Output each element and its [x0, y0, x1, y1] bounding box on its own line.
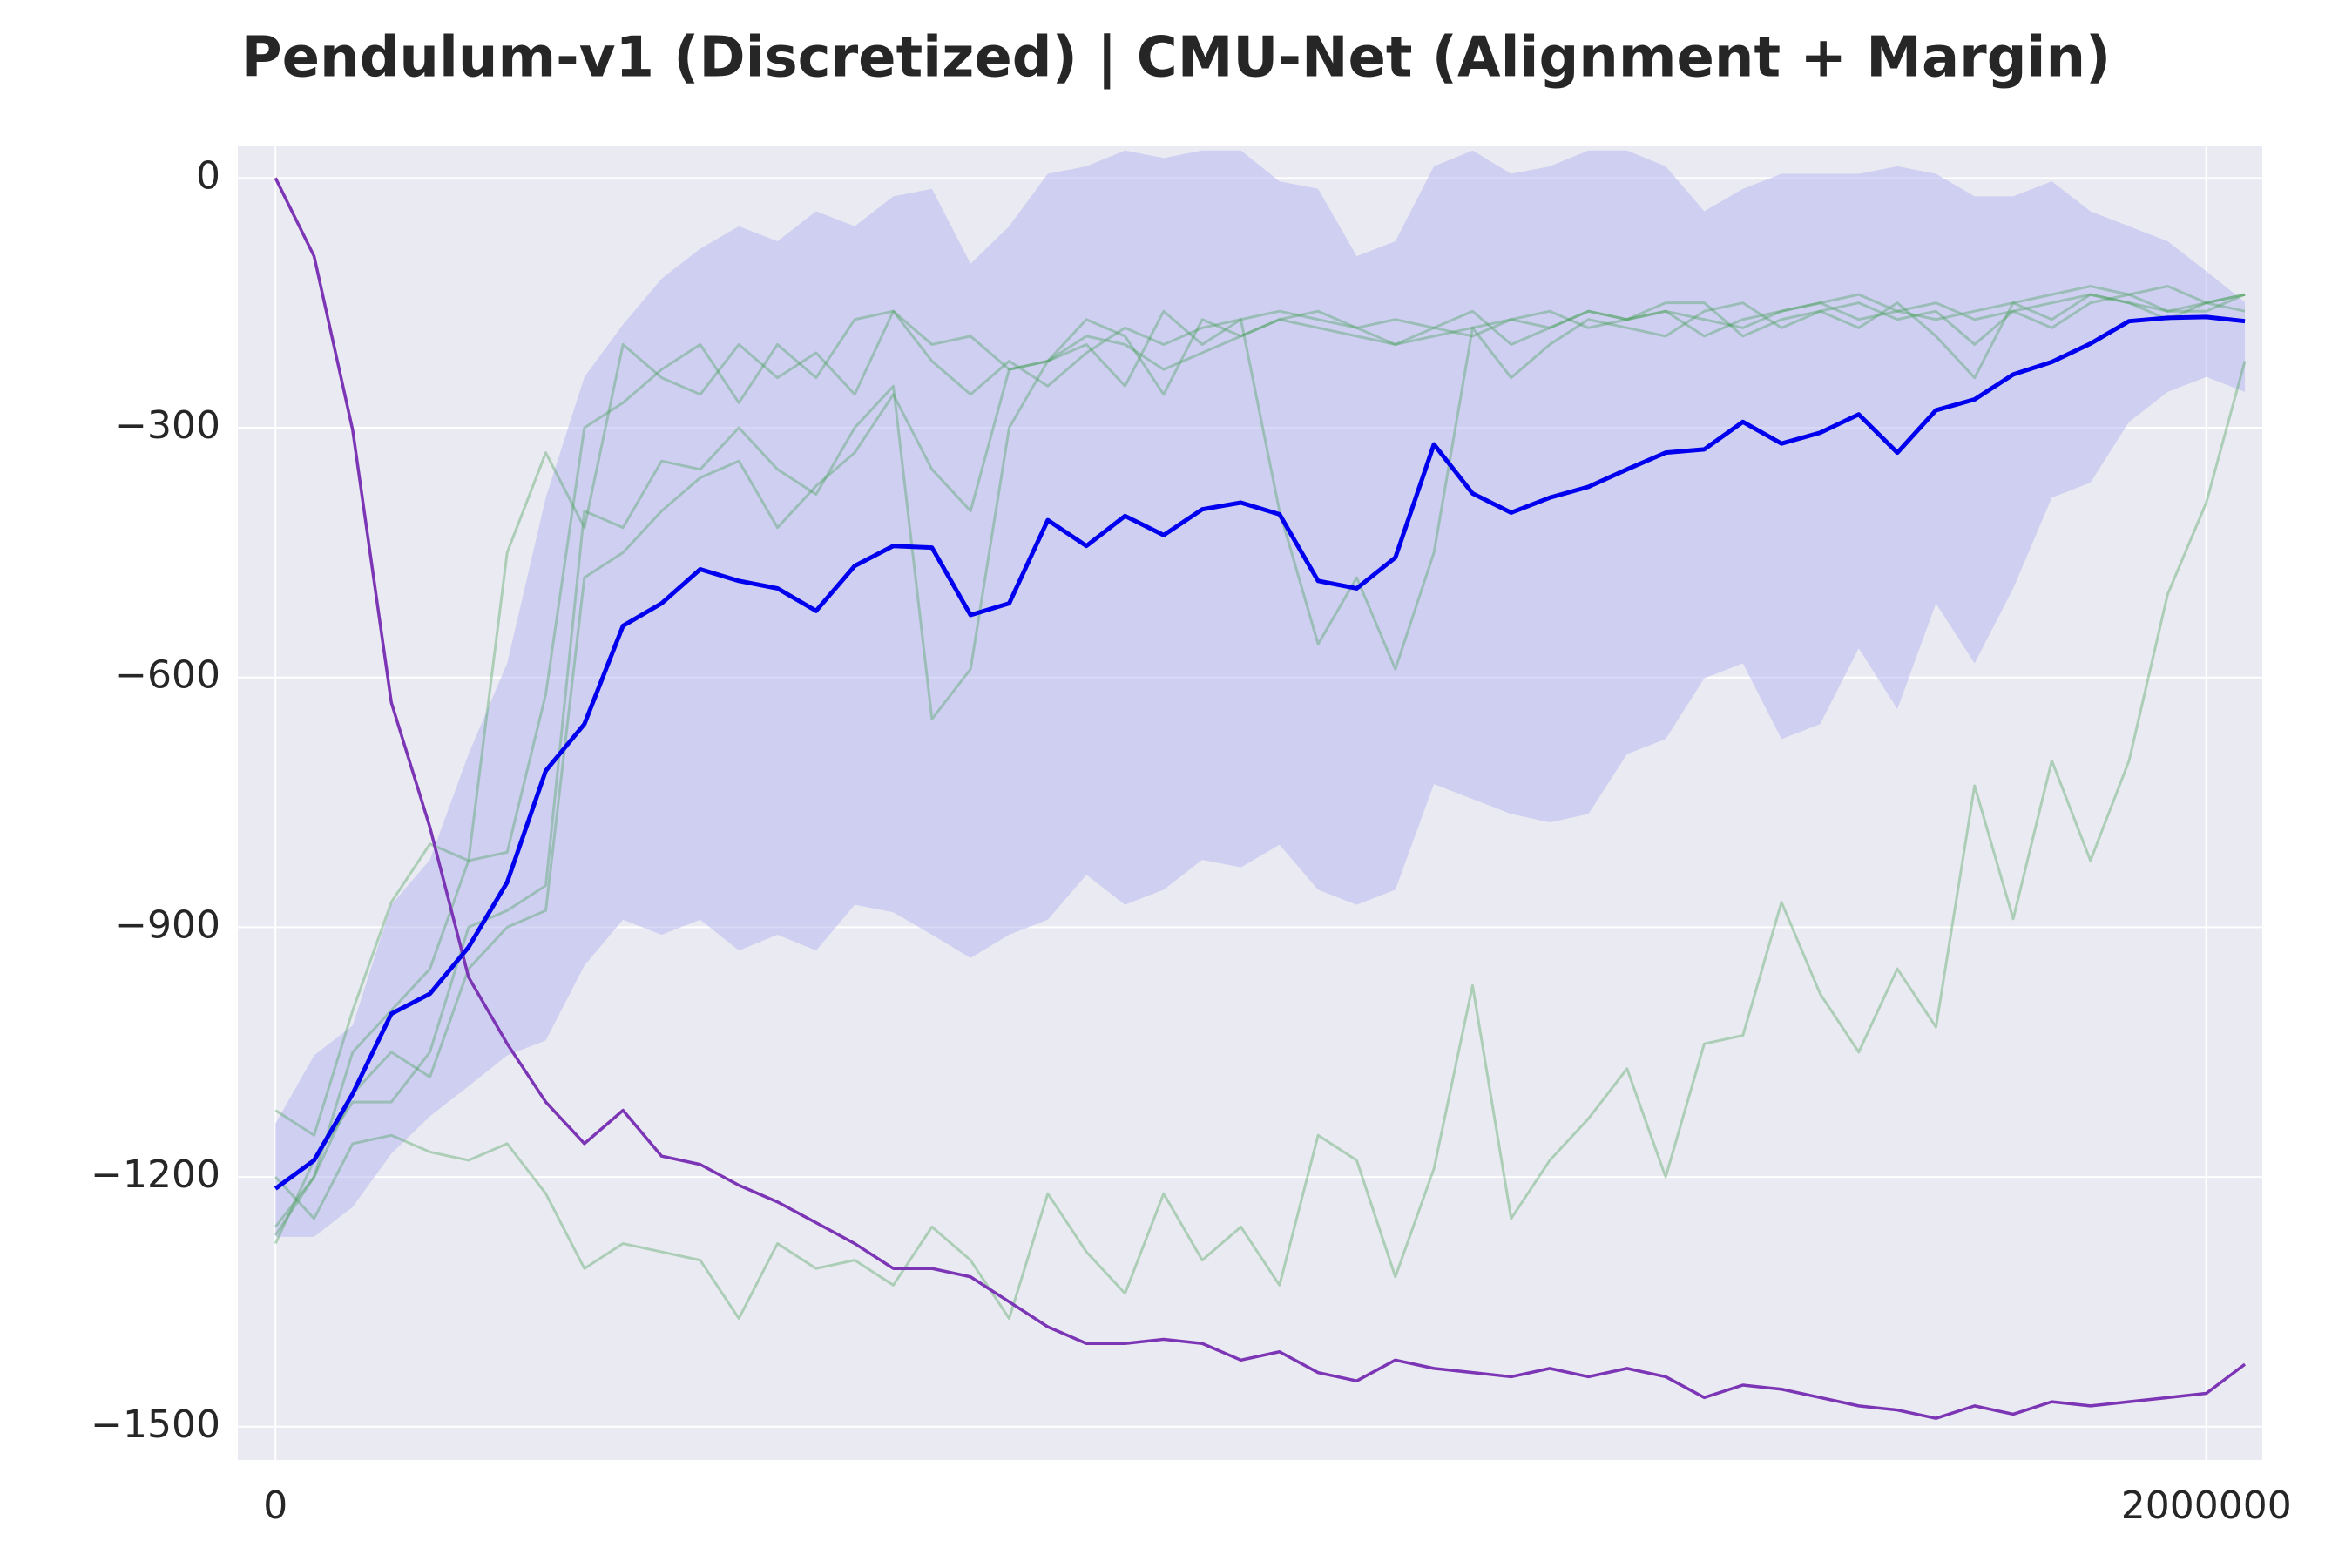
series-line	[274, 314, 2246, 1191]
x-tick-label: 2000000	[2121, 1484, 2292, 1528]
std-band	[275, 150, 2246, 1237]
y-tick-label: −300	[115, 403, 220, 448]
series-line	[274, 285, 2246, 1228]
y-tick-label: −600	[115, 653, 220, 698]
x-tick-label: 0	[263, 1484, 287, 1528]
series-line	[274, 293, 2246, 1245]
y-tick-label: 0	[196, 153, 220, 198]
chart-title: Pendulum-v1 (Discretized) | CMU-Net (Ali…	[241, 26, 2112, 91]
series-line	[274, 293, 2246, 1137]
y-tick-label: −1200	[91, 1152, 220, 1197]
y-tick-label: −1500	[91, 1402, 220, 1447]
y-tick-label: −900	[115, 902, 220, 947]
series-line	[274, 177, 2247, 1420]
series-line	[274, 361, 2247, 1321]
series-line	[274, 293, 2246, 1236]
